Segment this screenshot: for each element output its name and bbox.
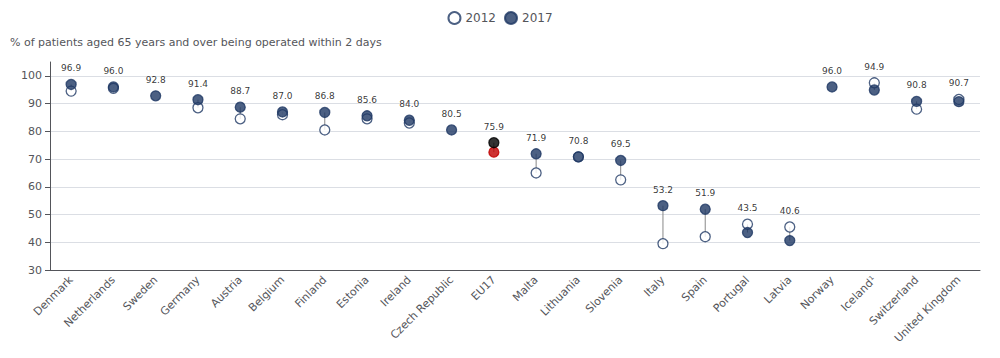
svg-text:Italy: Italy xyxy=(641,273,667,299)
svg-text:69.5: 69.5 xyxy=(611,139,631,149)
svg-text:30: 30 xyxy=(28,264,42,277)
svg-text:85.6: 85.6 xyxy=(357,95,377,105)
svg-text:United Kingdom: United Kingdom xyxy=(892,273,964,345)
svg-text:75.9: 75.9 xyxy=(484,122,504,132)
svg-text:50: 50 xyxy=(28,208,42,221)
svg-text:80.5: 80.5 xyxy=(442,109,462,119)
svg-text:84.0: 84.0 xyxy=(399,99,419,109)
svg-text:60: 60 xyxy=(28,180,42,193)
svg-text:94.9: 94.9 xyxy=(864,62,884,72)
svg-text:Spain: Spain xyxy=(679,273,710,304)
svg-text:40.6: 40.6 xyxy=(780,206,800,216)
svg-text:91.4: 91.4 xyxy=(188,79,208,89)
svg-text:Iceland¹: Iceland¹ xyxy=(838,273,878,313)
svg-text:87.0: 87.0 xyxy=(272,91,292,101)
svg-text:51.9: 51.9 xyxy=(695,188,715,198)
svg-text:Finland: Finland xyxy=(292,273,329,310)
svg-text:90.7: 90.7 xyxy=(949,78,969,88)
svg-text:Portugal: Portugal xyxy=(711,273,752,314)
svg-text:% of patients aged 65 years an: % of patients aged 65 years and over bei… xyxy=(10,36,382,49)
svg-text:40: 40 xyxy=(28,236,42,249)
svg-text:53.2: 53.2 xyxy=(653,185,673,195)
svg-text:80: 80 xyxy=(28,125,42,138)
svg-text:Lithuania: Lithuania xyxy=(538,273,583,318)
svg-text:100: 100 xyxy=(21,69,42,82)
svg-text:Czech Republic: Czech Republic xyxy=(388,273,456,341)
svg-text:Switzerland: Switzerland xyxy=(866,273,922,328)
svg-text:90: 90 xyxy=(28,97,42,110)
svg-text:Latvia: Latvia xyxy=(762,273,795,306)
svg-text:92.8: 92.8 xyxy=(146,75,166,85)
svg-text:70: 70 xyxy=(28,153,42,166)
svg-text:Belgium: Belgium xyxy=(246,273,287,314)
svg-text:43.5: 43.5 xyxy=(737,203,757,213)
svg-text:Austria: Austria xyxy=(208,273,245,310)
svg-text:96.0: 96.0 xyxy=(822,66,842,76)
svg-text:96.9: 96.9 xyxy=(61,63,81,73)
svg-text:88.7: 88.7 xyxy=(230,86,250,96)
svg-text:Netherlands: Netherlands xyxy=(61,273,118,330)
svg-text:70.8: 70.8 xyxy=(568,136,588,146)
svg-text:Estonia: Estonia xyxy=(334,273,372,311)
svg-text:Sweden: Sweden xyxy=(120,273,160,313)
svg-text:Denmark: Denmark xyxy=(30,273,76,319)
svg-text:Norway: Norway xyxy=(798,273,837,312)
svg-text:Ireland: Ireland xyxy=(378,273,414,309)
svg-text:Malta: Malta xyxy=(510,273,541,304)
svg-text:Germany: Germany xyxy=(158,273,203,318)
svg-text:2012: 2012 xyxy=(465,11,496,25)
svg-text:96.0: 96.0 xyxy=(103,66,123,76)
svg-text:90.8: 90.8 xyxy=(907,80,927,90)
svg-text:EU17: EU17 xyxy=(469,273,499,303)
svg-text:Slovenia: Slovenia xyxy=(583,273,625,315)
svg-text:71.9: 71.9 xyxy=(526,133,546,143)
svg-text:86.8: 86.8 xyxy=(315,91,335,101)
svg-text:2017: 2017 xyxy=(522,11,553,25)
